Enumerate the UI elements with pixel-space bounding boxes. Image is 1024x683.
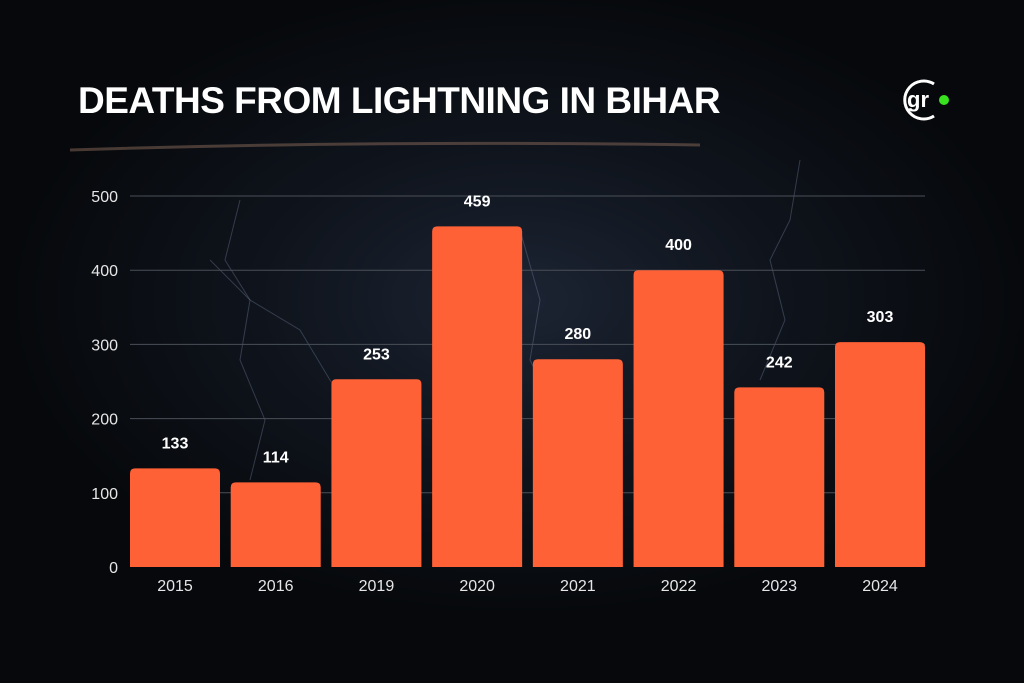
data-label: 114 <box>263 449 289 466</box>
bar-2016 <box>230 482 321 567</box>
x-tick-label: 2021 <box>560 578 596 595</box>
data-label: 459 <box>464 193 491 210</box>
data-label: 280 <box>565 326 592 343</box>
bar-2023 <box>734 387 825 567</box>
data-label: 253 <box>363 346 390 363</box>
bar-2015 <box>130 468 220 567</box>
svg-text:gr: gr <box>907 87 929 112</box>
bar-2020 <box>432 226 523 567</box>
x-tick-label: 2022 <box>661 578 697 595</box>
y-tick-label: 500 <box>91 189 118 206</box>
bar-2021 <box>532 359 623 567</box>
x-tick-label: 2019 <box>359 578 395 595</box>
data-label: 303 <box>867 309 894 326</box>
gr-logo: gr <box>903 79 949 121</box>
y-tick-label: 400 <box>91 263 118 280</box>
y-tick-label: 0 <box>109 560 118 577</box>
data-label: 400 <box>665 237 692 254</box>
bar-2019 <box>331 379 422 567</box>
bar-2024 <box>835 342 925 567</box>
x-tick-label: 2024 <box>862 578 898 595</box>
y-tick-label: 300 <box>91 337 118 354</box>
x-tick-label: 2020 <box>459 578 495 595</box>
bar-2022 <box>633 270 724 567</box>
x-tick-label: 2023 <box>761 578 797 595</box>
chart-title: DEATHS FROM LIGHTNING IN BIHAR <box>78 80 721 121</box>
y-tick-label: 100 <box>91 486 118 503</box>
data-label: 242 <box>766 354 793 371</box>
data-label: 133 <box>162 435 189 452</box>
x-tick-label: 2016 <box>258 578 294 595</box>
y-tick-label: 200 <box>91 412 118 429</box>
x-tick-label: 2015 <box>157 578 193 595</box>
